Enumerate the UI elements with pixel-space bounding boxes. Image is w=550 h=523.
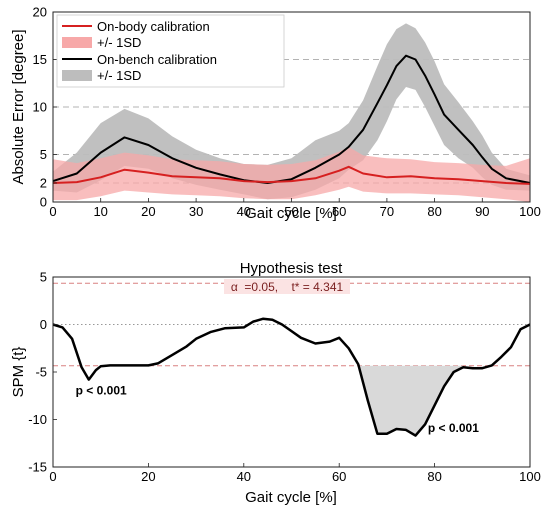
x-tick-label: 100	[519, 204, 541, 219]
x-tick-label: 0	[49, 469, 56, 484]
y-tick-label: -10	[28, 412, 47, 427]
y-tick-label: -15	[28, 460, 47, 475]
x-tick-label: 50	[284, 204, 298, 219]
y-tick-label: 10	[33, 100, 47, 115]
spm-annotation-box	[224, 279, 350, 294]
y-tick-label: 0	[40, 317, 47, 332]
y-tick-label: 2	[40, 176, 47, 191]
series-line	[52, 165, 531, 185]
error-x-axis-label: Gait cycle [%]	[245, 205, 337, 222]
legend-swatch-on-bench-sd	[62, 70, 92, 81]
spm-title: Hypothesis test	[240, 260, 343, 277]
significant-cluster-shade	[358, 365, 464, 436]
spm-series-line	[52, 317, 531, 437]
significance-label: p < 0.001	[428, 421, 479, 435]
spm-threshold-annotation: α =0.05, t* = 4.341	[231, 280, 344, 294]
x-tick-label: 0	[49, 204, 56, 219]
spm-x-axis-label: Gait cycle [%]	[245, 489, 337, 506]
spm-plot-area	[53, 277, 530, 467]
x-tick-label: 70	[380, 204, 394, 219]
y-tick-label: 5	[40, 270, 47, 285]
x-tick-label: 60	[332, 469, 346, 484]
legend: On-body calibration +/- 1SD On-bench cal…	[56, 14, 285, 88]
x-tick-label: 90	[475, 204, 489, 219]
legend-box	[56, 14, 285, 88]
x-tick-label: 30	[189, 204, 203, 219]
y-tick-label: 15	[33, 52, 47, 67]
legend-label-on-bench: On-bench calibration	[97, 52, 217, 67]
legend-label-on-bench-sd: +/- 1SD	[97, 68, 141, 83]
series-line	[52, 54, 531, 184]
spm-curve	[52, 317, 531, 437]
error-sd-bands	[53, 23, 530, 202]
x-tick-label: 80	[427, 469, 441, 484]
legend-label-on-body: On-body calibration	[97, 19, 210, 34]
x-tick-label: 20	[141, 204, 155, 219]
sd-band	[53, 23, 530, 200]
x-tick-label: 40	[237, 469, 251, 484]
error-y-axis-label: Absolute Error [degree]	[10, 29, 27, 184]
y-tick-label: 0	[40, 195, 47, 210]
spm-y-axis-label: SPM {t}	[10, 347, 27, 398]
legend-label-on-body-sd: +/- 1SD	[97, 35, 141, 50]
x-tick-label: 100	[519, 469, 541, 484]
x-tick-label: 80	[427, 204, 441, 219]
y-tick-label: 5	[40, 147, 47, 162]
sd-band	[53, 146, 530, 202]
x-tick-label: 40	[237, 204, 251, 219]
spm-tick-labels: 0 20 40 60 80 100 5 0 -5 -10 -15	[28, 270, 541, 485]
x-tick-label: 60	[332, 204, 346, 219]
y-tick-label: 20	[33, 5, 47, 20]
error-series-lines	[52, 54, 531, 185]
x-tick-label: 20	[141, 469, 155, 484]
y-tick-label: -5	[35, 365, 47, 380]
legend-swatch-on-body-sd	[62, 37, 92, 48]
x-tick-label: 10	[93, 204, 107, 219]
spm-chart: Hypothesis test 0 20 40 60 80 100 5 0 -5 -10 -15 α…	[10, 260, 541, 506]
significance-label: p < 0.001	[76, 383, 127, 397]
spm-significant-clusters	[358, 365, 464, 436]
